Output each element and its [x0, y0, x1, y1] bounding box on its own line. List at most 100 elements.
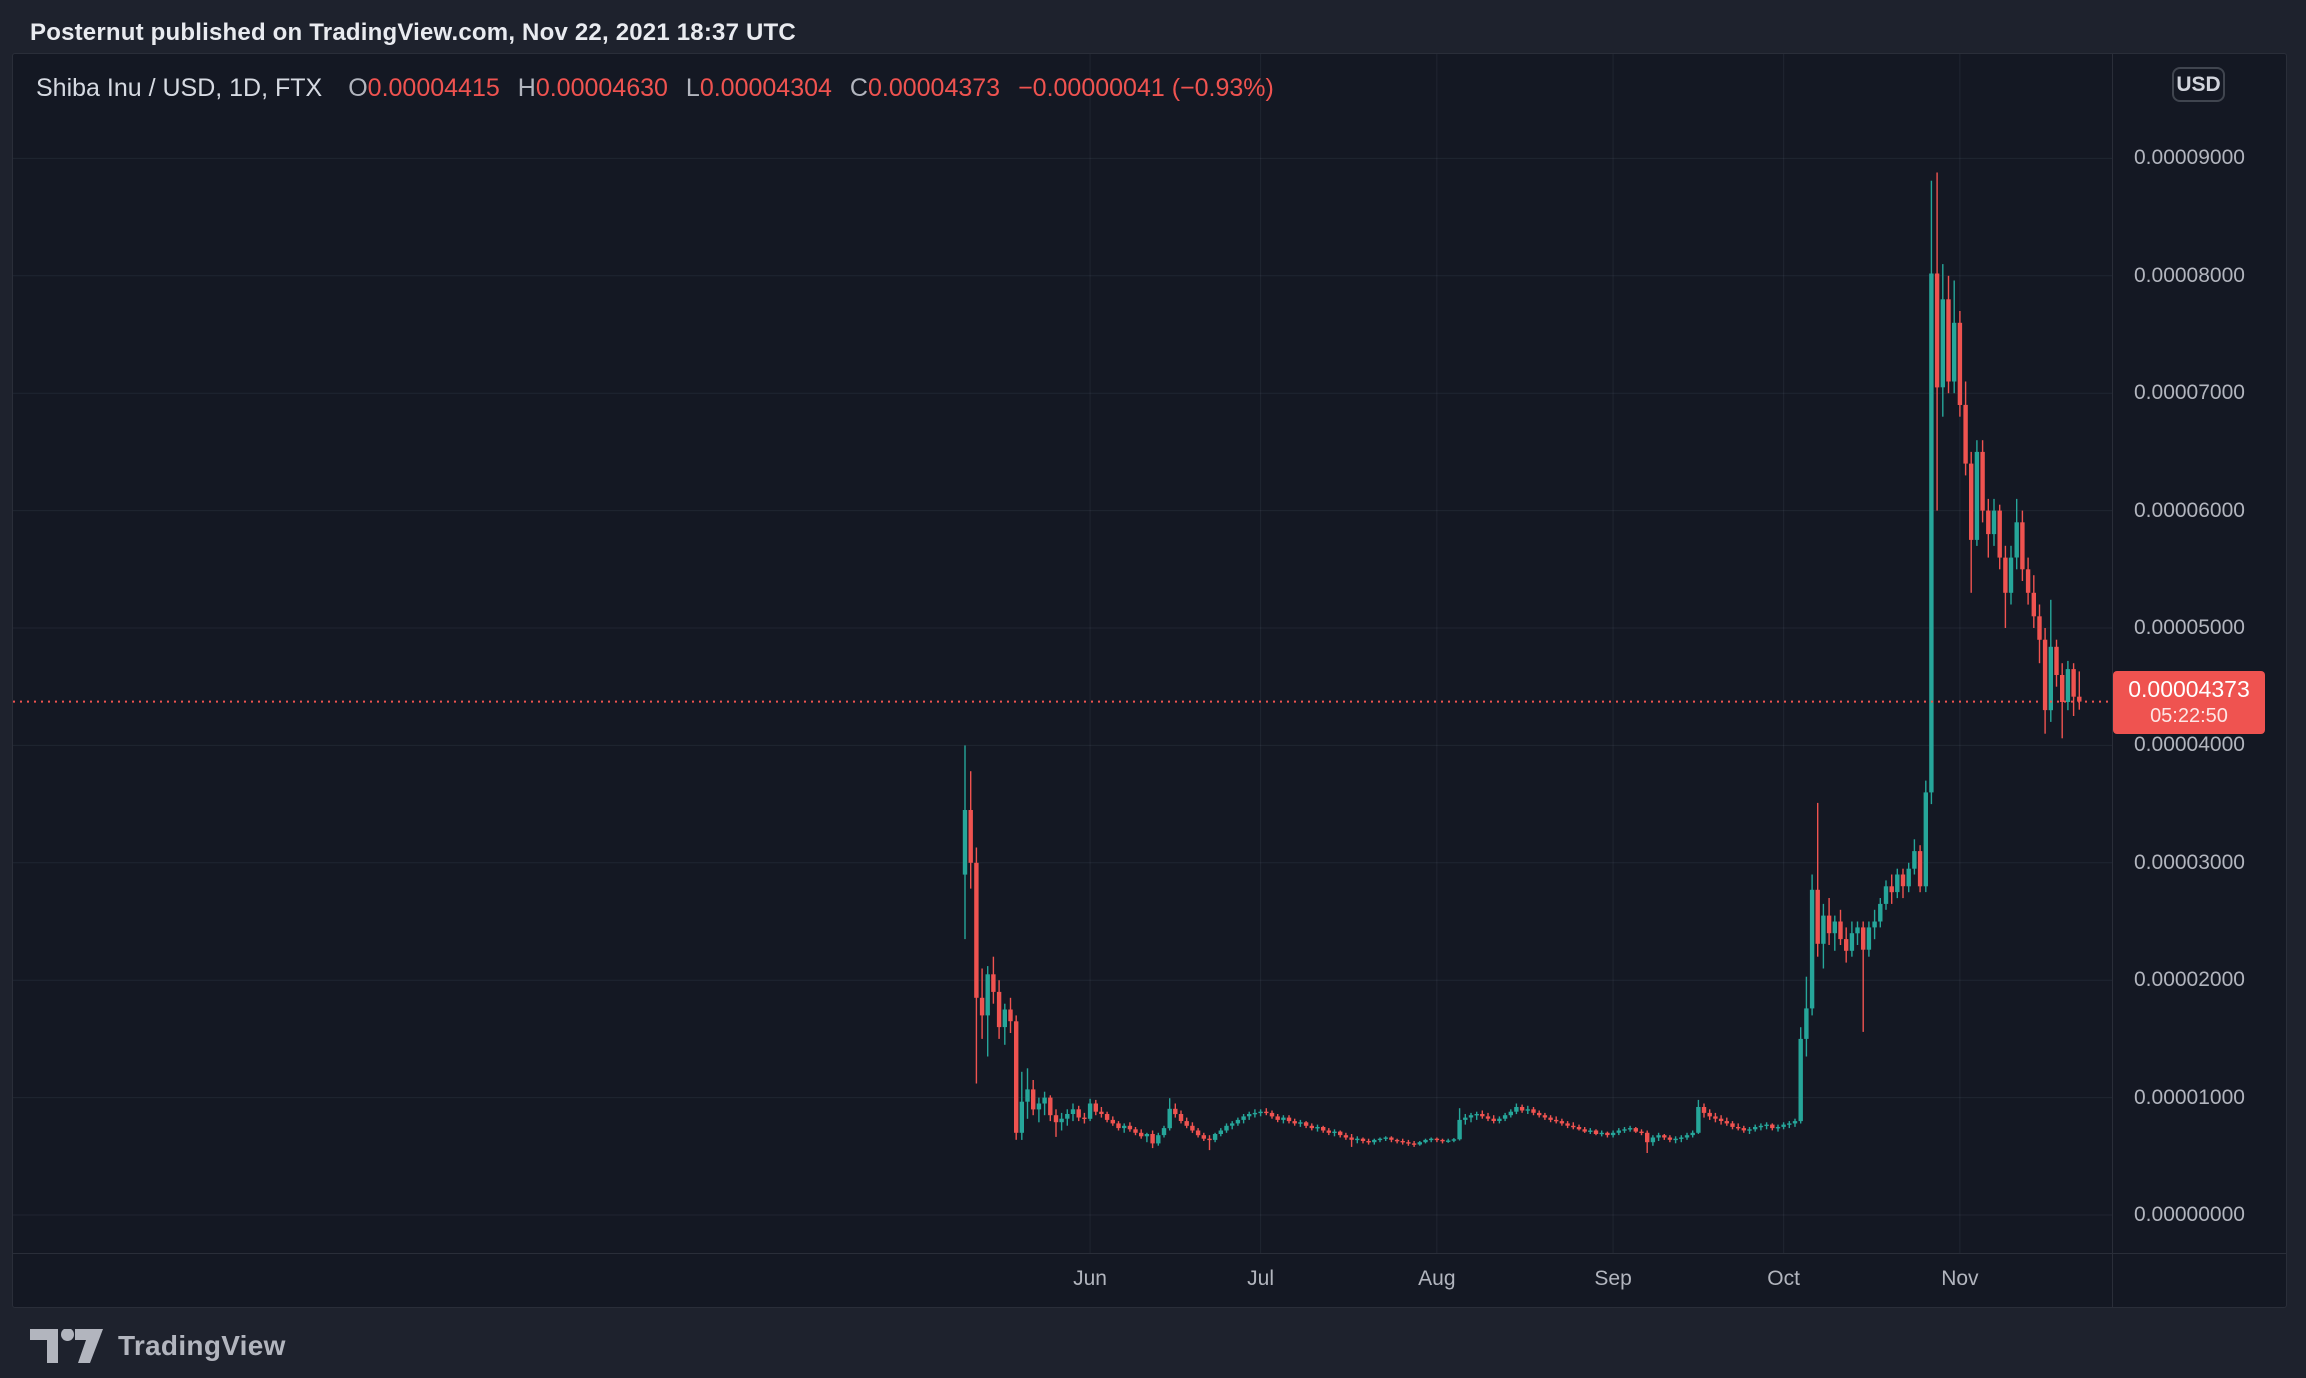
ohlc-value: 0.00004373: [867, 73, 1001, 102]
candle-body: [1070, 1109, 1076, 1114]
candle-body: [1360, 1138, 1366, 1141]
candle-body: [1741, 1128, 1746, 1131]
ohlc-letter: L: [685, 73, 700, 102]
candle-body: [1730, 1123, 1735, 1127]
price-axis-label: 0.00005000: [2134, 616, 2245, 639]
price-axis-label: 0.00001000: [2134, 1085, 2245, 1109]
candle-body: [1241, 1116, 1246, 1120]
candle-body: [1593, 1130, 1599, 1134]
candle-body: [1286, 1117, 1292, 1122]
candle-body: [1298, 1122, 1303, 1124]
candle-body: [1781, 1124, 1786, 1127]
candle-body: [1389, 1137, 1394, 1140]
candle-wick: [1862, 921, 1864, 1032]
candle-body: [1372, 1139, 1377, 1143]
candle-body: [1139, 1132, 1144, 1137]
candle-body: [1952, 322, 1957, 382]
candle-body: [974, 862, 979, 998]
candle-body: [1804, 1008, 1809, 1039]
candle-body: [1491, 1118, 1496, 1121]
candle-body: [2020, 522, 2025, 570]
candle-body: [2025, 569, 2031, 593]
candle-body: [1974, 451, 1980, 540]
candle-body: [1093, 1103, 1098, 1112]
candle-body: [1718, 1118, 1724, 1121]
candle-body: [1190, 1125, 1195, 1131]
candle-body: [1002, 1009, 1007, 1028]
symbol-legend[interactable]: Shiba Inu / USD, 1D, FTX O0.00004415 H0.0…: [36, 72, 1274, 104]
candle-body: [1627, 1128, 1633, 1130]
candle-body: [1633, 1128, 1638, 1132]
candle-body: [1690, 1132, 1695, 1136]
candle-body: [1724, 1121, 1729, 1124]
candle-body: [1531, 1109, 1536, 1113]
candle-body: [1406, 1142, 1411, 1144]
candle-body: [1502, 1115, 1508, 1119]
candle-body: [1758, 1125, 1764, 1128]
candle-body: [1900, 874, 1906, 887]
candle-body: [1610, 1132, 1616, 1136]
candle-body: [1548, 1117, 1553, 1120]
candle-body: [968, 810, 973, 863]
candle-wick: [1476, 1111, 1478, 1120]
candle-body: [1207, 1138, 1212, 1141]
candle-body: [1355, 1138, 1360, 1141]
candle-body: [1269, 1112, 1275, 1117]
candle-wick: [1817, 802, 1819, 957]
candle-body: [1764, 1124, 1769, 1126]
ohlc-letter: H: [517, 73, 536, 102]
candle-body: [1275, 1116, 1280, 1120]
ohlc-field-l: L0.00004304: [686, 74, 832, 103]
candle-wick: [1146, 1132, 1148, 1143]
candle-body: [1565, 1123, 1570, 1126]
candle-body: [1019, 1101, 1024, 1133]
candle-body: [1963, 404, 1968, 464]
candle-body: [1866, 927, 1872, 950]
candle-wick: [1055, 1109, 1057, 1137]
candle-body: [1252, 1112, 1258, 1115]
candle-body: [1321, 1127, 1326, 1131]
candle-wick: [1038, 1097, 1040, 1123]
candle-body: [2008, 557, 2014, 593]
candle-body: [1008, 1009, 1013, 1022]
time-axis[interactable]: Jun Jul Aug Sep Oct Nov: [12, 1253, 2112, 1307]
candle-body: [1582, 1129, 1587, 1132]
candle-body: [2031, 592, 2036, 617]
candle-body: [1167, 1108, 1172, 1129]
currency-toggle-button[interactable]: USD: [2172, 67, 2225, 102]
candle-body: [1258, 1111, 1263, 1114]
candle-body: [1650, 1137, 1656, 1143]
candle-body: [1303, 1122, 1309, 1126]
candle-body: [1713, 1116, 1718, 1119]
price-axis[interactable]: USD 0.00000000 0.00001000 0.00002000 0.0000…: [2112, 54, 2286, 1253]
ohlc-letter: O: [348, 73, 368, 102]
candle-body: [1508, 1111, 1513, 1116]
candle-body: [1991, 510, 1997, 535]
last-price-label: 0.00004373 05:22:50: [2113, 670, 2265, 734]
candle-body: [1468, 1115, 1474, 1118]
candle-body: [1195, 1130, 1201, 1136]
ohlc-field-o: O0.00004415: [348, 74, 500, 103]
candle-body: [1798, 1038, 1803, 1122]
candle-body: [1116, 1123, 1121, 1129]
candle-body: [1212, 1134, 1218, 1140]
candle-body: [2077, 696, 2082, 702]
candle-body: [1076, 1109, 1081, 1118]
candle-body: [1809, 889, 1815, 1009]
candle-body: [1235, 1119, 1241, 1124]
price-axis-label: 0.00004000: [2134, 733, 2245, 757]
candle-body: [1883, 886, 1889, 904]
candle-body: [1383, 1137, 1388, 1139]
candle-body: [1895, 874, 1900, 893]
candle-body: [1906, 868, 1911, 887]
candle-body: [1662, 1135, 1667, 1138]
candle-body: [1292, 1121, 1297, 1124]
candle-body: [1349, 1137, 1354, 1140]
candle-body: [1940, 299, 1945, 388]
price-axis-label: 0.00008000: [2134, 263, 2245, 287]
candle-body: [1036, 1103, 1042, 1110]
candle-body: [1525, 1109, 1530, 1111]
candle-body: [1087, 1103, 1093, 1119]
bar-countdown: 05:22:50: [2150, 704, 2228, 727]
